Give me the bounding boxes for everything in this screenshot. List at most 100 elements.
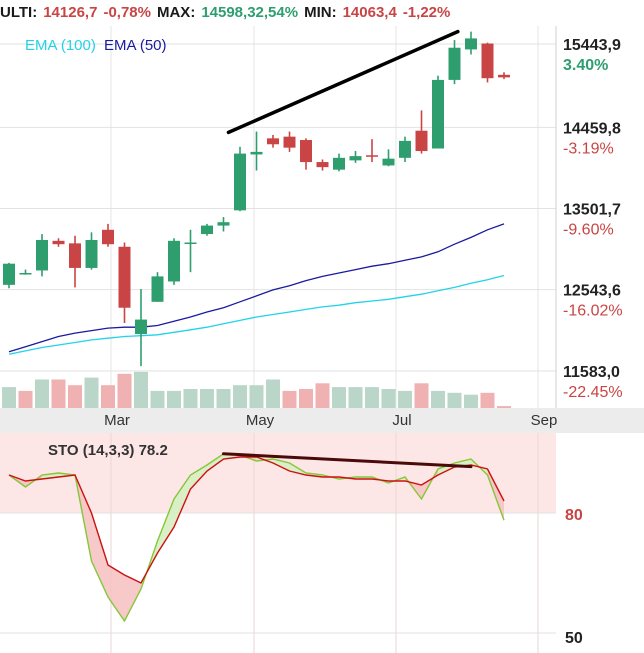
sto-fill-segment	[108, 565, 125, 621]
candle-body	[382, 158, 395, 166]
volume-bar	[51, 379, 66, 408]
candle-body	[399, 140, 411, 158]
volume-bar	[447, 392, 462, 408]
y-tick-label: 15443,9	[563, 37, 621, 54]
candle-body	[300, 140, 312, 163]
y-tick-percent: -3.19%	[563, 140, 614, 157]
trend-line	[226, 29, 460, 135]
volume-bar	[497, 406, 511, 408]
sto-k-line	[8, 453, 505, 623]
y-tick-label: 14459,8	[563, 120, 621, 137]
volume-bar	[18, 390, 33, 408]
volume-bar	[249, 385, 264, 408]
volume-bar	[84, 377, 99, 408]
volume-bar	[348, 387, 363, 408]
candle-body	[19, 273, 32, 275]
candle-body	[234, 153, 246, 211]
y-tick-percent: 3.40%	[563, 57, 608, 74]
volume-bar	[216, 389, 231, 408]
candle-body	[366, 155, 378, 157]
volume-bar	[183, 389, 198, 408]
candle-body	[102, 229, 114, 245]
max-value: 14598,32,54%	[201, 4, 299, 21]
volume-bar	[299, 389, 313, 408]
candle-body	[316, 162, 329, 168]
candle-body	[333, 157, 345, 170]
volume-bar	[266, 379, 280, 408]
sto-divergence-line	[222, 452, 473, 469]
candle-body	[498, 74, 510, 78]
candle-body	[415, 130, 428, 152]
sto-fill-segment	[207, 453, 224, 471]
y-tick-percent: -16.02%	[563, 303, 623, 320]
sto-fill-segment	[157, 499, 174, 553]
volume-bar	[480, 392, 495, 408]
candle-body	[432, 79, 444, 149]
sto-y-tick-label: 80	[565, 507, 583, 524]
volume-bar	[398, 390, 412, 408]
x-tick-label: Mar	[104, 412, 130, 429]
ema100-line	[8, 274, 505, 355]
sto-fill-segment	[190, 465, 207, 489]
max-label: MAX:	[156, 4, 196, 21]
volume-bar	[167, 390, 181, 408]
last-value: 14126,7	[43, 4, 98, 21]
candle-body	[448, 47, 461, 80]
x-tick-label: Sep	[531, 412, 558, 429]
candle-body	[69, 243, 81, 268]
candle-body	[184, 242, 197, 245]
volume-bar	[315, 383, 330, 408]
time-axis-band	[0, 408, 644, 433]
sto-fill-segment	[174, 475, 191, 527]
candle-body	[118, 246, 131, 308]
volume-bar	[332, 387, 346, 408]
candle-body	[217, 222, 230, 226]
min-label: MIN:	[304, 4, 337, 21]
sto-fill-segment	[124, 575, 141, 621]
volume-bar	[365, 387, 379, 408]
min-change: -1,22%	[402, 4, 451, 21]
x-tick-label: Jul	[392, 412, 411, 429]
last-change: -0,78%	[103, 4, 151, 21]
volume-bar	[68, 385, 82, 408]
legend-ema100: EMA (100)	[25, 37, 96, 54]
y-tick-label: 11583,0	[563, 364, 620, 381]
candle-body	[267, 138, 279, 145]
candle-body	[283, 136, 296, 148]
candle-body	[3, 263, 15, 285]
candle-body	[349, 156, 362, 161]
volume-bar	[150, 390, 165, 408]
candle-body	[250, 151, 263, 155]
y-tick-label: 12543,6	[563, 283, 621, 300]
sto-y-tick-label: 50	[565, 630, 583, 647]
volume-bar	[200, 389, 214, 408]
y-tick-label: 13501,7	[563, 201, 621, 218]
volume-bar	[2, 387, 16, 408]
candle-body	[135, 319, 147, 334]
y-tick-percent: -22.45%	[563, 384, 623, 401]
x-tick-label: May	[246, 412, 275, 429]
overbought-zone	[0, 433, 556, 513]
volume-bar	[101, 385, 115, 408]
sto-fill-segment	[91, 513, 108, 597]
candle-body	[85, 239, 98, 268]
volume-bar	[431, 390, 445, 408]
volume-bar	[134, 371, 148, 408]
candle-body	[201, 225, 213, 235]
candle-body	[151, 276, 164, 302]
candle-body	[168, 240, 180, 282]
volume-bar	[464, 394, 478, 408]
volume-bar	[381, 389, 396, 408]
candle-body	[36, 239, 48, 271]
ema50-line	[8, 223, 505, 353]
volume-bar	[233, 385, 247, 408]
min-value: 14063,4	[342, 4, 397, 21]
candle-body	[465, 38, 477, 50]
candle-body	[481, 43, 494, 79]
y-tick-percent: -9.60%	[563, 221, 614, 238]
candle-body	[52, 240, 65, 245]
sto-title: STO (14,3,3) 78.2	[48, 442, 168, 459]
price-summary-header: ULTI: 14126,7 -0,78% MAX: 14598,32,54% MIN: 14…	[0, 0, 644, 26]
legend-ema50: EMA (50)	[104, 37, 167, 54]
